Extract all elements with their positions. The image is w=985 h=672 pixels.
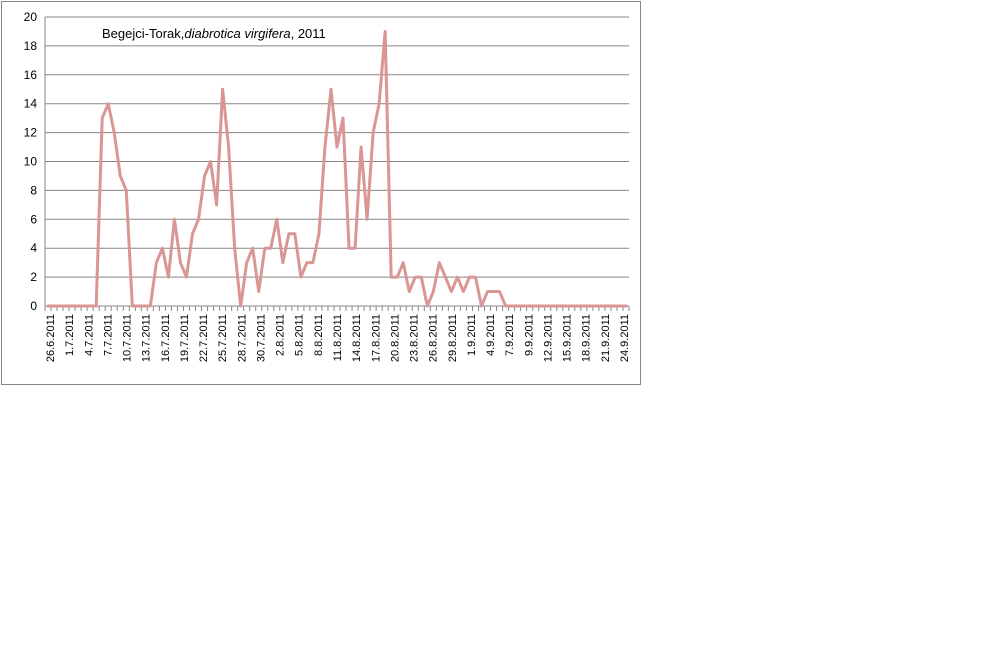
x-tick-label: 8.8.2011	[313, 314, 325, 356]
x-tick-label: 26.6.2011	[45, 314, 57, 362]
y-tick-label: 14	[24, 97, 38, 111]
x-tick-label: 7.9.2011	[504, 314, 516, 356]
title-suffix: , 2011	[291, 26, 326, 41]
y-tick-label: 16	[24, 68, 38, 82]
y-tick-label: 10	[24, 155, 38, 169]
y-tick-label: 4	[30, 241, 37, 255]
y-tick-label: 0	[30, 299, 37, 313]
x-tick-label: 2.8.2011	[275, 314, 287, 356]
y-tick-label: 12	[24, 126, 38, 140]
x-tick-label: 30.7.2011	[255, 314, 267, 362]
y-tick-label: 20	[24, 10, 38, 24]
series-line	[46, 29, 628, 308]
x-tick-label: 22.7.2011	[198, 314, 210, 362]
x-tick-label: 13.7.2011	[141, 314, 153, 362]
x-tick-label: 23.8.2011	[409, 314, 421, 362]
x-tick-labels: 26.6.2011 1.7.2011 4.7.2011 7.7.2011 10.7.20…	[45, 314, 631, 362]
chart-frame: 0 2 4 6 8 10 12 14 16 18 20 26.6.2011 1.7.2011 4.7.2…	[1, 1, 641, 385]
x-tick-label: 16.7.2011	[160, 314, 172, 362]
x-tick-label: 14.8.2011	[351, 314, 363, 362]
x-tick-label: 5.8.2011	[294, 314, 306, 356]
x-tick-label: 9.9.2011	[523, 314, 535, 356]
x-tick-label: 19.7.2011	[179, 314, 191, 362]
chart-title: Begejci-Torak,diabrotica virgifera, 2011	[102, 26, 326, 41]
x-tick-label: 21.9.2011	[600, 314, 612, 362]
title-italic: diabrotica virgifera	[184, 26, 290, 41]
x-tick-label: 17.8.2011	[370, 314, 382, 362]
x-tick-label: 29.8.2011	[447, 314, 459, 362]
title-prefix: Begejci-Torak,	[102, 26, 184, 41]
x-tick-label: 1.9.2011	[466, 314, 478, 356]
axes	[44, 17, 630, 311]
x-tick-label: 4.9.2011	[485, 314, 497, 356]
x-tick-label: 12.9.2011	[542, 314, 554, 362]
x-tick-label: 28.7.2011	[236, 314, 248, 362]
x-tick-label: 25.7.2011	[217, 314, 229, 362]
x-tick-label: 1.7.2011	[64, 314, 76, 356]
x-tick-label: 18.9.2011	[581, 314, 593, 362]
x-tick-label: 24.9.2011	[619, 314, 631, 362]
line-chart: 0 2 4 6 8 10 12 14 16 18 20 26.6.2011 1.7.2011 4.7.2…	[24, 10, 631, 362]
series-layer	[46, 29, 628, 308]
x-tick-label: 10.7.2011	[122, 314, 134, 362]
y-tick-label: 6	[30, 212, 37, 226]
x-tick-label: 11.8.2011	[332, 314, 344, 361]
y-tick-label: 2	[30, 270, 37, 284]
y-tick-label: 8	[30, 183, 37, 197]
x-tick-label: 26.8.2011	[428, 314, 440, 362]
x-tick-label: 20.8.2011	[389, 314, 401, 362]
x-tick-label: 7.7.2011	[102, 314, 114, 356]
x-tick-label: 15.9.2011	[562, 314, 574, 362]
y-tick-labels: 0 2 4 6 8 10 12 14 16 18 20	[24, 10, 38, 313]
x-tick-label: 4.7.2011	[83, 314, 95, 356]
y-tick-label: 18	[24, 39, 38, 53]
